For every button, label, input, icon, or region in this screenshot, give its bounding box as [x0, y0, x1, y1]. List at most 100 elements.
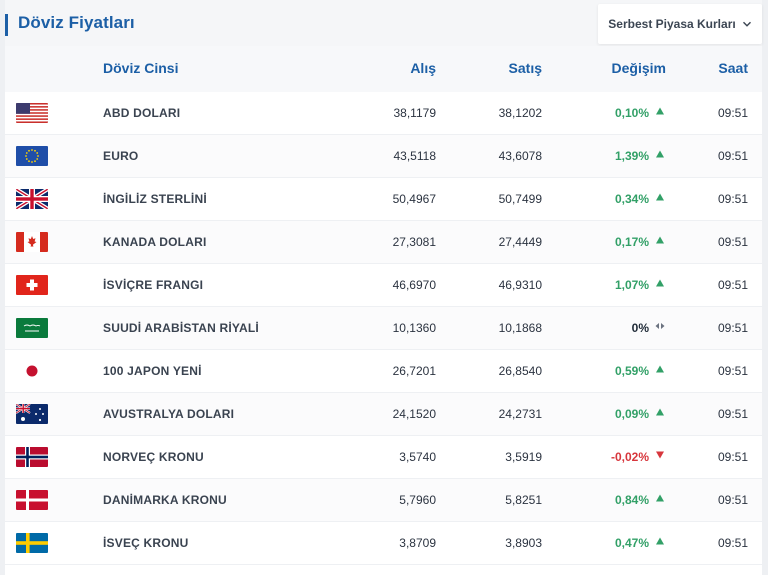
- column-header-buy[interactable]: Alış: [410, 60, 436, 76]
- table-row[interactable]: NORVEÇ KRONU 3,5740 3,5919 -0,02% 09:51: [5, 436, 762, 479]
- sell-price: 50,7499: [498, 192, 542, 206]
- gb-flag-icon: [16, 189, 48, 209]
- se-flag-icon: [16, 533, 48, 553]
- table-row[interactable]: ABD DOLARI 38,1179 38,1202 0,10% 09:51: [5, 92, 762, 135]
- update-time: 09:51: [717, 106, 748, 120]
- update-time: 09:51: [717, 321, 748, 335]
- ca-flag-icon: [16, 232, 48, 252]
- title-accent-bar: [5, 14, 8, 36]
- currency-name: KANADA DOLARI: [103, 235, 207, 249]
- table-row[interactable]: İSVEÇ KRONU 3,8709 3,8903 0,47% 09:51: [5, 522, 762, 565]
- buy-price: 27,3081: [392, 235, 436, 249]
- update-time: 09:51: [717, 450, 748, 464]
- currency-name: 100 JAPON YENİ: [103, 364, 202, 378]
- arrow-up-icon: [654, 363, 666, 375]
- change-value: 0,84%: [614, 493, 649, 507]
- currency-table: Döviz Cinsi Alış Satış Değişim Saat ABD …: [5, 46, 762, 575]
- arrow-up-icon: [654, 234, 666, 246]
- sell-price: 38,1202: [498, 106, 542, 120]
- update-time: 09:51: [717, 364, 748, 378]
- jp-flag-icon: [16, 361, 48, 381]
- sell-price: 3,5919: [505, 450, 542, 464]
- arrow-up-icon: [654, 105, 666, 117]
- column-header-name[interactable]: Döviz Cinsi: [103, 60, 179, 76]
- arrow-up-icon: [654, 277, 666, 289]
- buy-price: 10,1360: [392, 321, 436, 335]
- change-value: 0,10%: [614, 106, 649, 120]
- change-value: 0,59%: [614, 364, 649, 378]
- buy-price: 3,8709: [399, 536, 436, 550]
- update-time: 09:51: [717, 278, 748, 292]
- update-time: 09:51: [717, 493, 748, 507]
- sell-price: 43,6078: [498, 149, 542, 163]
- ch-flag-icon: [16, 275, 48, 295]
- arrow-up-icon: [654, 191, 666, 203]
- table-row[interactable]: İSVİÇRE FRANGI 46,6970 46,9310 1,07% 09:51: [5, 264, 762, 307]
- buy-price: 3,5740: [399, 450, 436, 464]
- table-header: Döviz Cinsi Alış Satış Değişim Saat: [5, 46, 762, 92]
- column-header-sell[interactable]: Satış: [508, 60, 542, 76]
- update-time: 09:51: [717, 536, 748, 550]
- arrow-up-icon: [654, 492, 666, 504]
- au-flag-icon: [16, 404, 48, 424]
- table-row[interactable]: İNGİLİZ STERLİNİ 50,4967 50,7499 0,34% 09:51: [5, 178, 762, 221]
- arrow-down-icon: [654, 449, 666, 461]
- change-value: 0,09%: [614, 407, 649, 421]
- currency-name: İSVİÇRE FRANGI: [103, 278, 204, 292]
- arrow-up-icon: [654, 148, 666, 160]
- currency-name: EURO: [103, 149, 139, 163]
- change-value: -0,02%: [610, 450, 649, 464]
- sell-price: 27,4449: [498, 235, 542, 249]
- currency-name: NORVEÇ KRONU: [103, 450, 204, 464]
- buy-price: 38,1179: [393, 106, 437, 120]
- table-row[interactable]: EURO 43,5118 43,6078 1,39% 09:51: [5, 135, 762, 178]
- sell-price: 3,8903: [505, 536, 542, 550]
- page-title: Döviz Fiyatları: [18, 13, 135, 32]
- arrow-up-icon: [654, 535, 666, 547]
- currency-name: AVUSTRALYA DOLARI: [103, 407, 235, 421]
- update-time: 09:51: [717, 192, 748, 206]
- currency-name: SUUDİ ARABİSTAN RİYALİ: [103, 321, 259, 335]
- change-value: 1,07%: [614, 278, 649, 292]
- table-row[interactable]: AVUSTRALYA DOLARI 24,1520 24,2731 0,09% 09:5…: [5, 393, 762, 436]
- page-header: Döviz Fiyatları Serbest Piyasa Kurları: [5, 0, 762, 46]
- buy-price: 26,7201: [392, 364, 436, 378]
- buy-price: 50,4967: [392, 192, 436, 206]
- chevron-down-icon: [742, 21, 751, 27]
- currency-name: İSVEÇ KRONU: [103, 536, 189, 550]
- buy-price: 5,7960: [399, 493, 436, 507]
- eu-flag-icon: [16, 146, 48, 166]
- buy-price: 46,6970: [392, 278, 436, 292]
- market-type-label: Serbest Piyasa Kurları: [608, 17, 736, 31]
- no-flag-icon: [16, 447, 48, 467]
- sell-price: 26,8540: [498, 364, 542, 378]
- change-value: 0,17%: [614, 235, 649, 249]
- sell-price: 24,2731: [498, 407, 542, 421]
- buy-price: 24,1520: [392, 407, 436, 421]
- currency-name: ABD DOLARI: [103, 106, 181, 120]
- table-row[interactable]: KANADA DOLARI 27,3081 27,4449 0,17% 09:51: [5, 221, 762, 264]
- arrow-up-icon: [654, 406, 666, 418]
- change-value: 0,34%: [614, 192, 649, 206]
- update-time: 09:51: [717, 407, 748, 421]
- currency-page: Döviz Fiyatları Serbest Piyasa Kurları D…: [5, 0, 762, 575]
- change-value: 0,47%: [614, 536, 649, 550]
- currency-name: İNGİLİZ STERLİNİ: [103, 192, 207, 206]
- sell-price: 10,1868: [498, 321, 542, 335]
- update-time: 09:51: [717, 235, 748, 249]
- column-header-change[interactable]: Değişim: [611, 60, 666, 76]
- table-row[interactable]: DANİMARKA KRONU 5,7960 5,8251 0,84% 09:51: [5, 479, 762, 522]
- neutral-arrows-icon: [654, 320, 666, 332]
- table-row[interactable]: 100 JAPON YENİ 26,7201 26,8540 0,59% 09:51: [5, 350, 762, 393]
- table-row[interactable]: SUUDİ ARABİSTAN RİYALİ 10,1360 10,1868 0% 09…: [5, 307, 762, 350]
- sa-flag-icon: [16, 318, 48, 338]
- market-type-dropdown[interactable]: Serbest Piyasa Kurları: [598, 4, 762, 44]
- sell-price: 5,8251: [505, 493, 542, 507]
- buy-price: 43,5118: [393, 149, 437, 163]
- currency-name: DANİMARKA KRONU: [103, 493, 227, 507]
- change-value: 1,39%: [614, 149, 649, 163]
- dk-flag-icon: [16, 490, 48, 510]
- sell-price: 46,9310: [498, 278, 542, 292]
- change-value: 0%: [631, 321, 649, 335]
- column-header-time[interactable]: Saat: [718, 60, 748, 76]
